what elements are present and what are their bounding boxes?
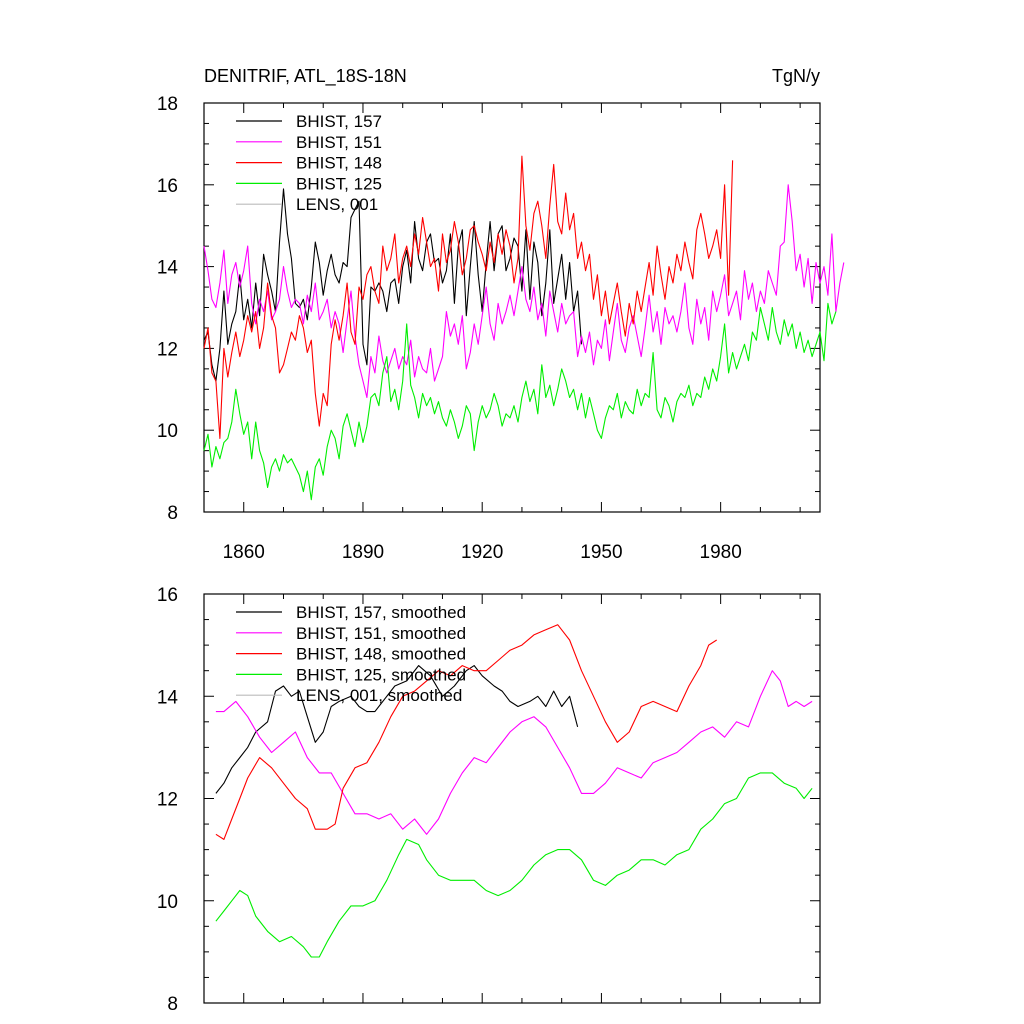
x-tick-label: 1950: [580, 542, 622, 563]
x-tick-label: 1860: [223, 542, 265, 563]
chart-title: DENITRIF, ATL_18S-18N: [204, 66, 407, 87]
y-tick-label: 12: [157, 790, 178, 811]
units-label: TgN/y: [772, 66, 820, 86]
y-tick-label: 14: [157, 258, 179, 279]
x-tick-label: 1890: [342, 542, 384, 563]
legend-label: LENS, 001: [296, 195, 378, 214]
y-tick-label: 8: [167, 994, 178, 1015]
series-line-bhist-148-smoothed: [215, 624, 717, 840]
legend-label: BHIST, 151: [296, 133, 382, 152]
series-line-bhist-151-smoothed: [215, 670, 813, 835]
y-tick-label: 10: [157, 421, 178, 442]
x-tick-label: 1920: [461, 542, 503, 563]
legend-label: BHIST, 157, smoothed: [296, 603, 466, 622]
legend-label: BHIST, 125: [296, 174, 382, 193]
legend-label: LENS, 001, smoothed: [296, 686, 462, 705]
y-tick-label: 16: [157, 176, 178, 197]
y-tick-label: 14: [157, 687, 179, 708]
y-tick-label: 10: [157, 892, 178, 913]
legend-label: BHIST, 151, smoothed: [296, 624, 466, 643]
legend-label: BHIST, 148: [296, 154, 382, 173]
legend-label: BHIST, 125, smoothed: [296, 665, 466, 684]
y-tick-label: 8: [167, 503, 178, 524]
x-tick-label: 1980: [700, 542, 742, 563]
series-line-bhist-125-smoothed: [215, 772, 813, 958]
top-panel: 1860 1890 1920 1950 1980 8 10 12 14 16 18 BHIST, 15…: [157, 94, 845, 563]
legend-label: BHIST, 148, smoothed: [296, 645, 466, 664]
y-tick-label: 12: [157, 339, 178, 360]
series-line-bhist-157-smoothed: [215, 665, 579, 794]
series-line-bhist-125: [203, 302, 837, 501]
legend-label: BHIST, 157: [296, 112, 382, 131]
y-tick-label: 16: [157, 585, 178, 606]
y-tick-label: 18: [157, 94, 178, 115]
series-line-bhist-148: [203, 155, 734, 439]
bottom-panel: 8 10 12 14 16 BHIST, 157, smoothed BHIST, 151,…: [157, 585, 821, 1015]
series-line-bhist-151: [203, 184, 845, 399]
